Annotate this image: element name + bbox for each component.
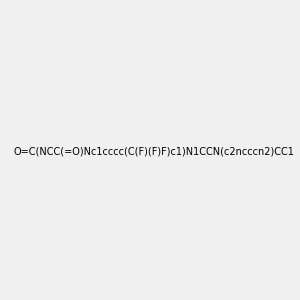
Text: O=C(NCC(=O)Nc1cccc(C(F)(F)F)c1)N1CCN(c2ncccn2)CC1: O=C(NCC(=O)Nc1cccc(C(F)(F)F)c1)N1CCN(c2n…: [13, 146, 294, 157]
